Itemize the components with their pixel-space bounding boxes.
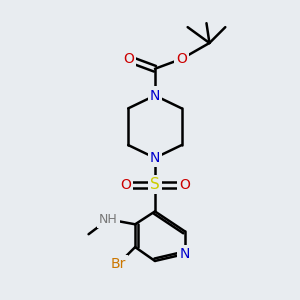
Text: N: N: [150, 151, 160, 165]
Text: S: S: [150, 177, 160, 192]
Text: N: N: [150, 88, 160, 103]
Text: NH: NH: [99, 213, 118, 226]
Text: O: O: [123, 52, 134, 66]
Text: Br: Br: [111, 257, 126, 271]
Text: O: O: [179, 178, 190, 192]
Text: O: O: [120, 178, 131, 192]
Text: O: O: [176, 52, 187, 66]
Text: N: N: [179, 247, 190, 261]
